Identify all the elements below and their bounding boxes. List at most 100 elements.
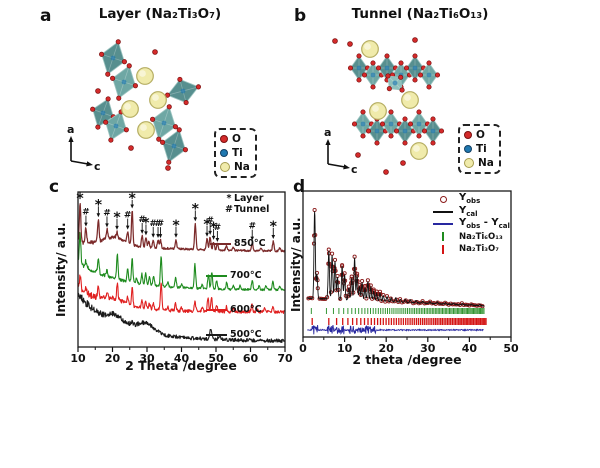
oxygen-atom bbox=[356, 53, 362, 59]
titanium-atom bbox=[356, 65, 362, 71]
axis-tick-label: 30 bbox=[139, 352, 155, 365]
oxygen-atom bbox=[105, 96, 111, 102]
oxygen-atom bbox=[402, 116, 408, 122]
oxygen-atom bbox=[374, 140, 380, 146]
marker-arrowhead bbox=[215, 238, 220, 243]
hash-symbol: # bbox=[225, 204, 233, 215]
oxygen-atom bbox=[183, 100, 189, 106]
arrowhead bbox=[68, 136, 74, 142]
axis-tick-label: 20 bbox=[379, 342, 395, 355]
ycal-curve bbox=[306, 211, 485, 307]
marker-arrowhead bbox=[115, 225, 119, 230]
axis-tick-label: 40 bbox=[174, 352, 190, 365]
oxygen-atom bbox=[370, 60, 376, 66]
panel-d-ylabel: Intensity/ a.u. bbox=[289, 217, 303, 313]
rietveld-refinement-plot: 0 10 20 30 40 50 bbox=[299, 190, 519, 355]
oxygen-atom bbox=[375, 65, 382, 71]
axis-tick-label: 60 bbox=[243, 352, 259, 365]
arrowhead bbox=[343, 164, 350, 170]
oxygen-atom bbox=[356, 77, 362, 83]
yobs-point bbox=[346, 284, 351, 289]
line-swatch-600 bbox=[206, 309, 227, 311]
oxygen-atom bbox=[182, 147, 188, 153]
legend-label-O: O bbox=[232, 132, 241, 145]
oxygen-atom bbox=[108, 137, 114, 143]
oxygen-atom bbox=[176, 127, 182, 133]
oxygen-atom bbox=[388, 109, 394, 115]
peak-marker: * bbox=[210, 220, 218, 236]
legend-yobs: Yobs bbox=[432, 193, 510, 206]
arrowhead bbox=[325, 139, 331, 145]
axis-tick-label: 0 bbox=[299, 342, 307, 355]
oxygen-atom bbox=[388, 133, 394, 139]
legend-label-Ti: Ti bbox=[232, 146, 243, 159]
marker-arrowhead bbox=[156, 234, 160, 239]
tio6-polyhedron bbox=[164, 76, 202, 106]
yobs-point bbox=[360, 278, 365, 284]
oxygen-atom bbox=[347, 41, 353, 47]
oxygen-atom bbox=[383, 169, 389, 175]
oxygen-atom bbox=[105, 71, 111, 77]
oxygen-atom bbox=[370, 84, 376, 90]
peak-marker: # bbox=[206, 216, 214, 226]
ycal-label: Ycal bbox=[459, 204, 478, 218]
legend-row-O: O bbox=[464, 128, 494, 142]
legend-na2ti3o7: Na₂Ti₃O₇ bbox=[432, 243, 510, 256]
oxygen-atom bbox=[95, 124, 101, 130]
titanium-atom bbox=[374, 128, 380, 134]
axis-tick-label: 10 bbox=[70, 352, 86, 365]
peak-marker: * bbox=[95, 197, 103, 213]
oxygen-atom bbox=[412, 77, 418, 83]
peak-marker: * bbox=[203, 217, 211, 233]
marker-arrowhead bbox=[205, 232, 209, 237]
oxygen-atom bbox=[123, 127, 129, 133]
sodium-sphere bbox=[136, 67, 154, 85]
peak-marker: # bbox=[82, 208, 90, 218]
titanium-atom-icon bbox=[464, 145, 472, 153]
legend-row-O: O bbox=[220, 132, 250, 146]
titanium-atom-icon bbox=[220, 149, 228, 157]
legend-ycal: Ycal bbox=[432, 204, 510, 219]
marker-arrowhead bbox=[96, 213, 101, 218]
panel-c-letter: c bbox=[49, 177, 60, 197]
oxygen-atom bbox=[385, 73, 391, 79]
ydiff-curve bbox=[307, 324, 484, 335]
legend-label-Na: Na bbox=[234, 160, 250, 173]
yobs-label: Yobs bbox=[459, 192, 481, 206]
oxygen-atom-icon bbox=[220, 135, 228, 143]
a-axis-label: a bbox=[67, 123, 74, 136]
titanium-atom bbox=[360, 121, 366, 127]
tio6-polyhedron bbox=[160, 127, 188, 165]
oxygen-atom bbox=[177, 76, 183, 82]
peak-marker: * bbox=[76, 191, 84, 207]
oxygen-atom bbox=[400, 160, 406, 166]
peak-marker: * bbox=[270, 219, 278, 235]
peak-marker: * bbox=[113, 210, 121, 226]
red-bragg-tick-icon bbox=[432, 244, 454, 254]
titanium-atom bbox=[100, 110, 106, 116]
titanium-atom bbox=[384, 65, 390, 71]
oxygen-atom bbox=[152, 49, 158, 55]
c-axis-label: c bbox=[351, 163, 358, 176]
sodium-sphere bbox=[401, 91, 419, 109]
oxygen-atom bbox=[379, 121, 386, 127]
oxygen-atom bbox=[166, 159, 172, 165]
peak-marker: * bbox=[129, 191, 137, 207]
tio6-polyhedron bbox=[103, 109, 129, 143]
peak-marker: # bbox=[149, 219, 157, 229]
sodium-atom-icon bbox=[464, 158, 474, 168]
oxygen-atom bbox=[351, 121, 358, 127]
oxygen-atom-icon bbox=[464, 131, 472, 139]
panel-b-letter: b bbox=[294, 6, 307, 26]
sodium-highlight bbox=[413, 145, 420, 152]
peak-marker: # bbox=[248, 222, 256, 232]
ydiff-line-icon bbox=[432, 223, 454, 226]
tunnel-symbol-row: #Tunnel bbox=[224, 204, 269, 215]
sodium-highlight bbox=[124, 103, 131, 110]
oxygen-atom bbox=[165, 165, 171, 171]
oxygen-atom bbox=[407, 121, 414, 127]
panel-c-xlabel: 2 Theta /degree bbox=[125, 358, 237, 373]
green-bragg-tick-icon bbox=[432, 232, 454, 242]
oxygen-atom bbox=[195, 84, 202, 90]
